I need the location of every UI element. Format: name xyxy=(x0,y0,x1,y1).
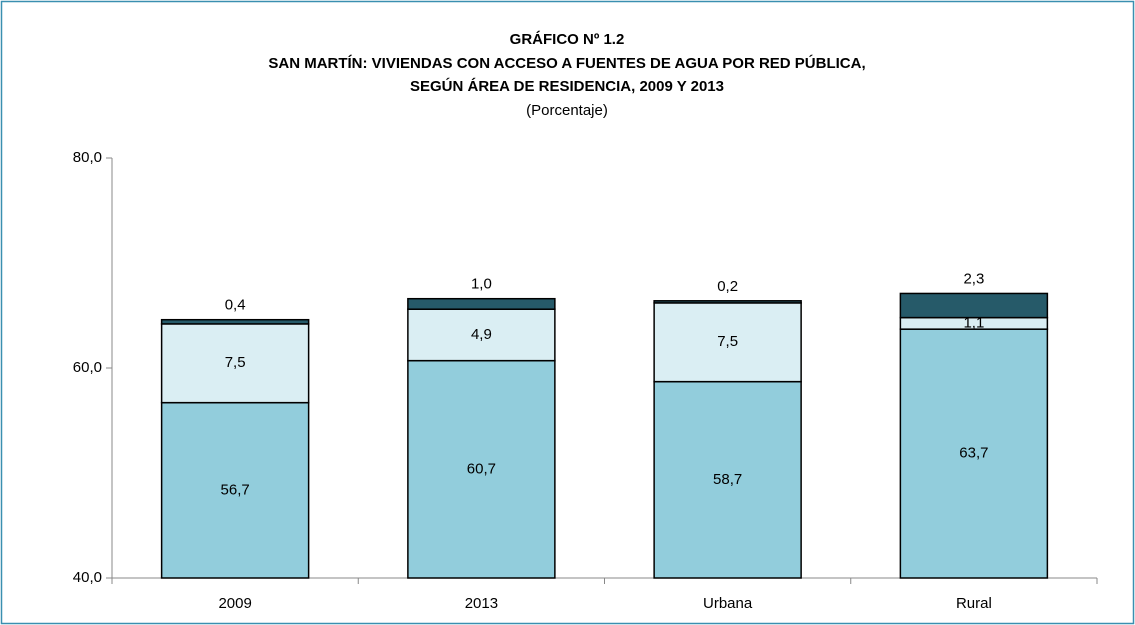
data-label: 1,1 xyxy=(963,314,984,331)
bar-segment xyxy=(407,297,556,310)
bar-segment xyxy=(160,318,310,325)
data-label: 58,7 xyxy=(713,471,742,488)
data-label: 2,3 xyxy=(963,270,984,287)
chart-title: SAN MARTÍN: VIVIENDAS CON ACCESO A FUENT… xyxy=(268,54,865,72)
data-label: 63,7 xyxy=(959,445,988,462)
bar-segment xyxy=(160,323,310,404)
bar-segment xyxy=(653,300,802,304)
data-label: 7,5 xyxy=(717,333,738,350)
bar-segment xyxy=(653,380,802,579)
chart-title: GRÁFICO Nº 1.2 xyxy=(510,31,625,48)
bar-segment xyxy=(160,401,310,579)
data-label: 0,4 xyxy=(225,297,246,314)
chart-title: SEGÚN ÁREA DE RESIDENCIA, 2009 Y 2013 xyxy=(410,77,724,95)
data-label: 1,0 xyxy=(471,276,492,293)
x-tick-label: Urbana xyxy=(703,595,753,612)
bar-segment xyxy=(899,328,1049,579)
data-label: 7,5 xyxy=(225,354,246,371)
chart-subtitle: (Porcentaje) xyxy=(526,102,608,119)
bar-segment xyxy=(653,302,802,383)
y-tick-label: 80,0 xyxy=(73,149,102,166)
data-label: 56,7 xyxy=(221,481,250,498)
data-label: 60,7 xyxy=(467,460,496,477)
y-tick-label: 40,0 xyxy=(73,569,102,586)
bar-segment xyxy=(407,359,556,579)
bar-segment xyxy=(407,308,556,362)
x-tick-label: 2013 xyxy=(465,595,498,612)
x-tick-label: Rural xyxy=(956,595,992,612)
data-label: 4,9 xyxy=(471,326,492,343)
bar-segment xyxy=(899,292,1049,319)
data-label: 0,2 xyxy=(717,278,738,295)
x-tick-label: 2009 xyxy=(218,595,251,612)
y-tick-label: 60,0 xyxy=(73,359,102,376)
